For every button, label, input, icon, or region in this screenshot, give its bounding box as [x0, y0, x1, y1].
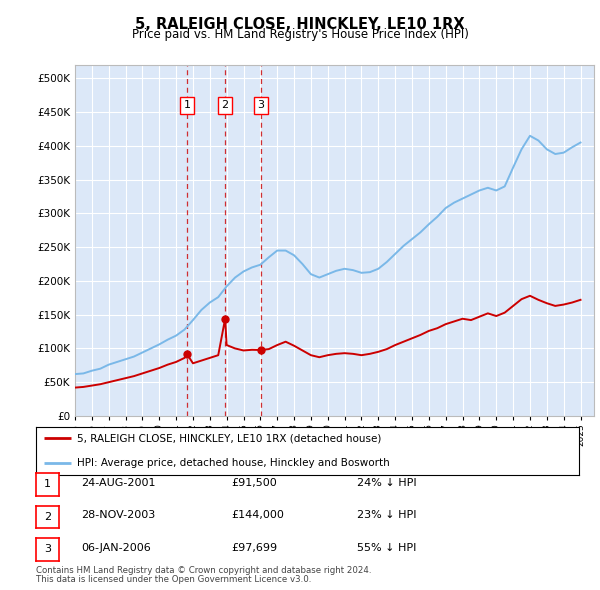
Text: 24% ↓ HPI: 24% ↓ HPI [357, 478, 416, 487]
Text: 1: 1 [184, 100, 191, 110]
Text: 23% ↓ HPI: 23% ↓ HPI [357, 510, 416, 520]
Text: 5, RALEIGH CLOSE, HINCKLEY, LE10 1RX (detached house): 5, RALEIGH CLOSE, HINCKLEY, LE10 1RX (de… [77, 433, 381, 443]
Text: 3: 3 [257, 100, 265, 110]
Text: 2: 2 [221, 100, 229, 110]
Text: 28-NOV-2003: 28-NOV-2003 [81, 510, 155, 520]
Text: This data is licensed under the Open Government Licence v3.0.: This data is licensed under the Open Gov… [36, 575, 311, 584]
Text: 5, RALEIGH CLOSE, HINCKLEY, LE10 1RX: 5, RALEIGH CLOSE, HINCKLEY, LE10 1RX [135, 17, 465, 31]
Text: 2: 2 [44, 512, 51, 522]
Text: 24-AUG-2001: 24-AUG-2001 [81, 478, 155, 487]
Text: Price paid vs. HM Land Registry's House Price Index (HPI): Price paid vs. HM Land Registry's House … [131, 28, 469, 41]
Text: 06-JAN-2006: 06-JAN-2006 [81, 543, 151, 552]
Text: 55% ↓ HPI: 55% ↓ HPI [357, 543, 416, 552]
Text: 3: 3 [44, 545, 51, 554]
Text: £97,699: £97,699 [231, 543, 277, 552]
Text: £144,000: £144,000 [231, 510, 284, 520]
Text: Contains HM Land Registry data © Crown copyright and database right 2024.: Contains HM Land Registry data © Crown c… [36, 566, 371, 575]
Text: 1: 1 [44, 480, 51, 489]
Text: £91,500: £91,500 [231, 478, 277, 487]
Text: HPI: Average price, detached house, Hinckley and Bosworth: HPI: Average price, detached house, Hinc… [77, 458, 389, 468]
